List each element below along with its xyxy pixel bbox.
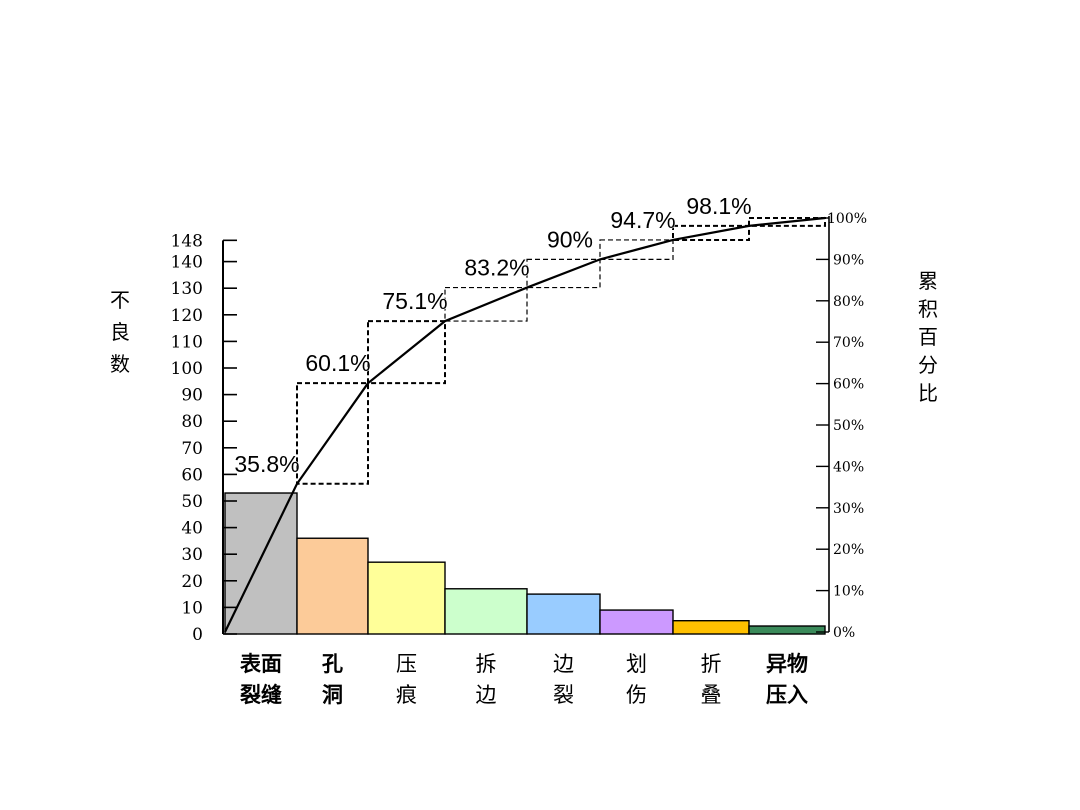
cumulative-line [224, 216, 826, 633]
cumulative-step [526, 258, 601, 289]
bar [444, 588, 528, 635]
y-tick-label-left: 120 [171, 306, 203, 326]
y-tick-label-right: 90% [833, 252, 864, 268]
y-tick-label-right: 20% [833, 542, 864, 558]
y-axis-title-right-char: 累 [918, 269, 938, 293]
x-category-label: 划 [626, 652, 647, 676]
y-tick-label-left: 100 [171, 359, 203, 379]
x-category-label: 压入 [766, 683, 808, 707]
cumulative-step [672, 224, 750, 241]
x-category-label: 表面 [240, 652, 282, 676]
x-category-label: 拆 [476, 652, 497, 676]
y-tick-label-left: 40 [181, 519, 203, 539]
bar [672, 620, 750, 635]
x-category-label: 裂 [553, 683, 574, 707]
y-tick-label-right: 0% [833, 625, 855, 641]
y-axis-title-left-char: 不 [110, 288, 130, 312]
y-tick-label-left: 10 [181, 598, 203, 618]
y-tick-label-left: 30 [181, 545, 203, 565]
y-axis-title-left-char: 良 [110, 320, 130, 344]
bar [599, 609, 674, 635]
x-category-label: 折 [701, 652, 722, 676]
y-tick-label-left: 80 [181, 412, 203, 432]
cumulative-percent-label: 35.8% [234, 451, 299, 477]
y-tick-label-left: 130 [171, 279, 203, 299]
cumulative-percent-label: 75.1% [382, 288, 447, 314]
bar [748, 625, 826, 635]
bar [296, 537, 369, 635]
x-category-label: 压 [396, 652, 417, 676]
y-axis-title-right-char: 分 [918, 353, 938, 377]
y-tick-label-left: 60 [181, 465, 203, 485]
y-tick-label-right: 80% [833, 294, 864, 310]
y-tick-label-right: 40% [833, 459, 864, 475]
bar [367, 561, 446, 635]
y-tick-label-right: 100% [827, 211, 867, 227]
y-tick-label-right: 30% [833, 501, 864, 517]
x-category-label: 痕 [396, 683, 417, 707]
y-axis-title-right-char: 积 [918, 297, 938, 321]
bar [526, 593, 601, 635]
y-tick-label-left: 140 [171, 253, 203, 273]
x-category-label: 孔 [322, 652, 343, 676]
cumulative-step [748, 217, 826, 227]
y-tick-label-right: 60% [833, 377, 864, 393]
y-axis-title-right-char: 比 [918, 381, 938, 405]
x-category-label: 裂缝 [240, 683, 282, 707]
y-tick-label-left: 110 [171, 332, 203, 352]
cumulative-percent-label: 90% [547, 226, 593, 252]
y-tick-label-left: 90 [181, 386, 203, 406]
y-axis-title-right-char: 百 [918, 325, 938, 349]
cumulative-step [296, 382, 369, 485]
bars-layer [224, 492, 826, 635]
cumulative-percent-label: 83.2% [464, 255, 529, 281]
y-tick-label-right: 10% [833, 584, 864, 600]
cumulative-steps-layer [296, 217, 826, 485]
y-tick-label-left: 148 [171, 231, 203, 251]
y-tick-label-right: 70% [833, 335, 864, 351]
axes-layer [222, 216, 830, 635]
cumulative-percent-label: 94.7% [610, 207, 675, 233]
y-tick-label-left: 20 [181, 572, 203, 592]
cumulative-percent-label: 98.1% [686, 193, 751, 219]
x-category-label: 洞 [322, 683, 343, 707]
y-tick-label-right: 50% [833, 418, 864, 434]
x-category-label: 边 [553, 652, 574, 676]
x-category-label: 叠 [701, 683, 722, 707]
cumulative-step [367, 320, 446, 385]
bar [224, 492, 298, 635]
cumulative-percent-label: 60.1% [305, 350, 370, 376]
cumulative-step [599, 239, 674, 261]
y-axis-title-left-char: 数 [110, 352, 130, 376]
x-category-label: 边 [476, 683, 497, 707]
cumulative-line-layer [224, 216, 826, 633]
y-tick-label-left: 50 [181, 492, 203, 512]
y-tick-label-left: 70 [181, 439, 203, 459]
x-category-label: 异物 [766, 652, 808, 676]
x-category-label: 伤 [626, 683, 647, 707]
y-tick-label-left: 0 [192, 625, 203, 645]
cumulative-step [444, 286, 528, 322]
